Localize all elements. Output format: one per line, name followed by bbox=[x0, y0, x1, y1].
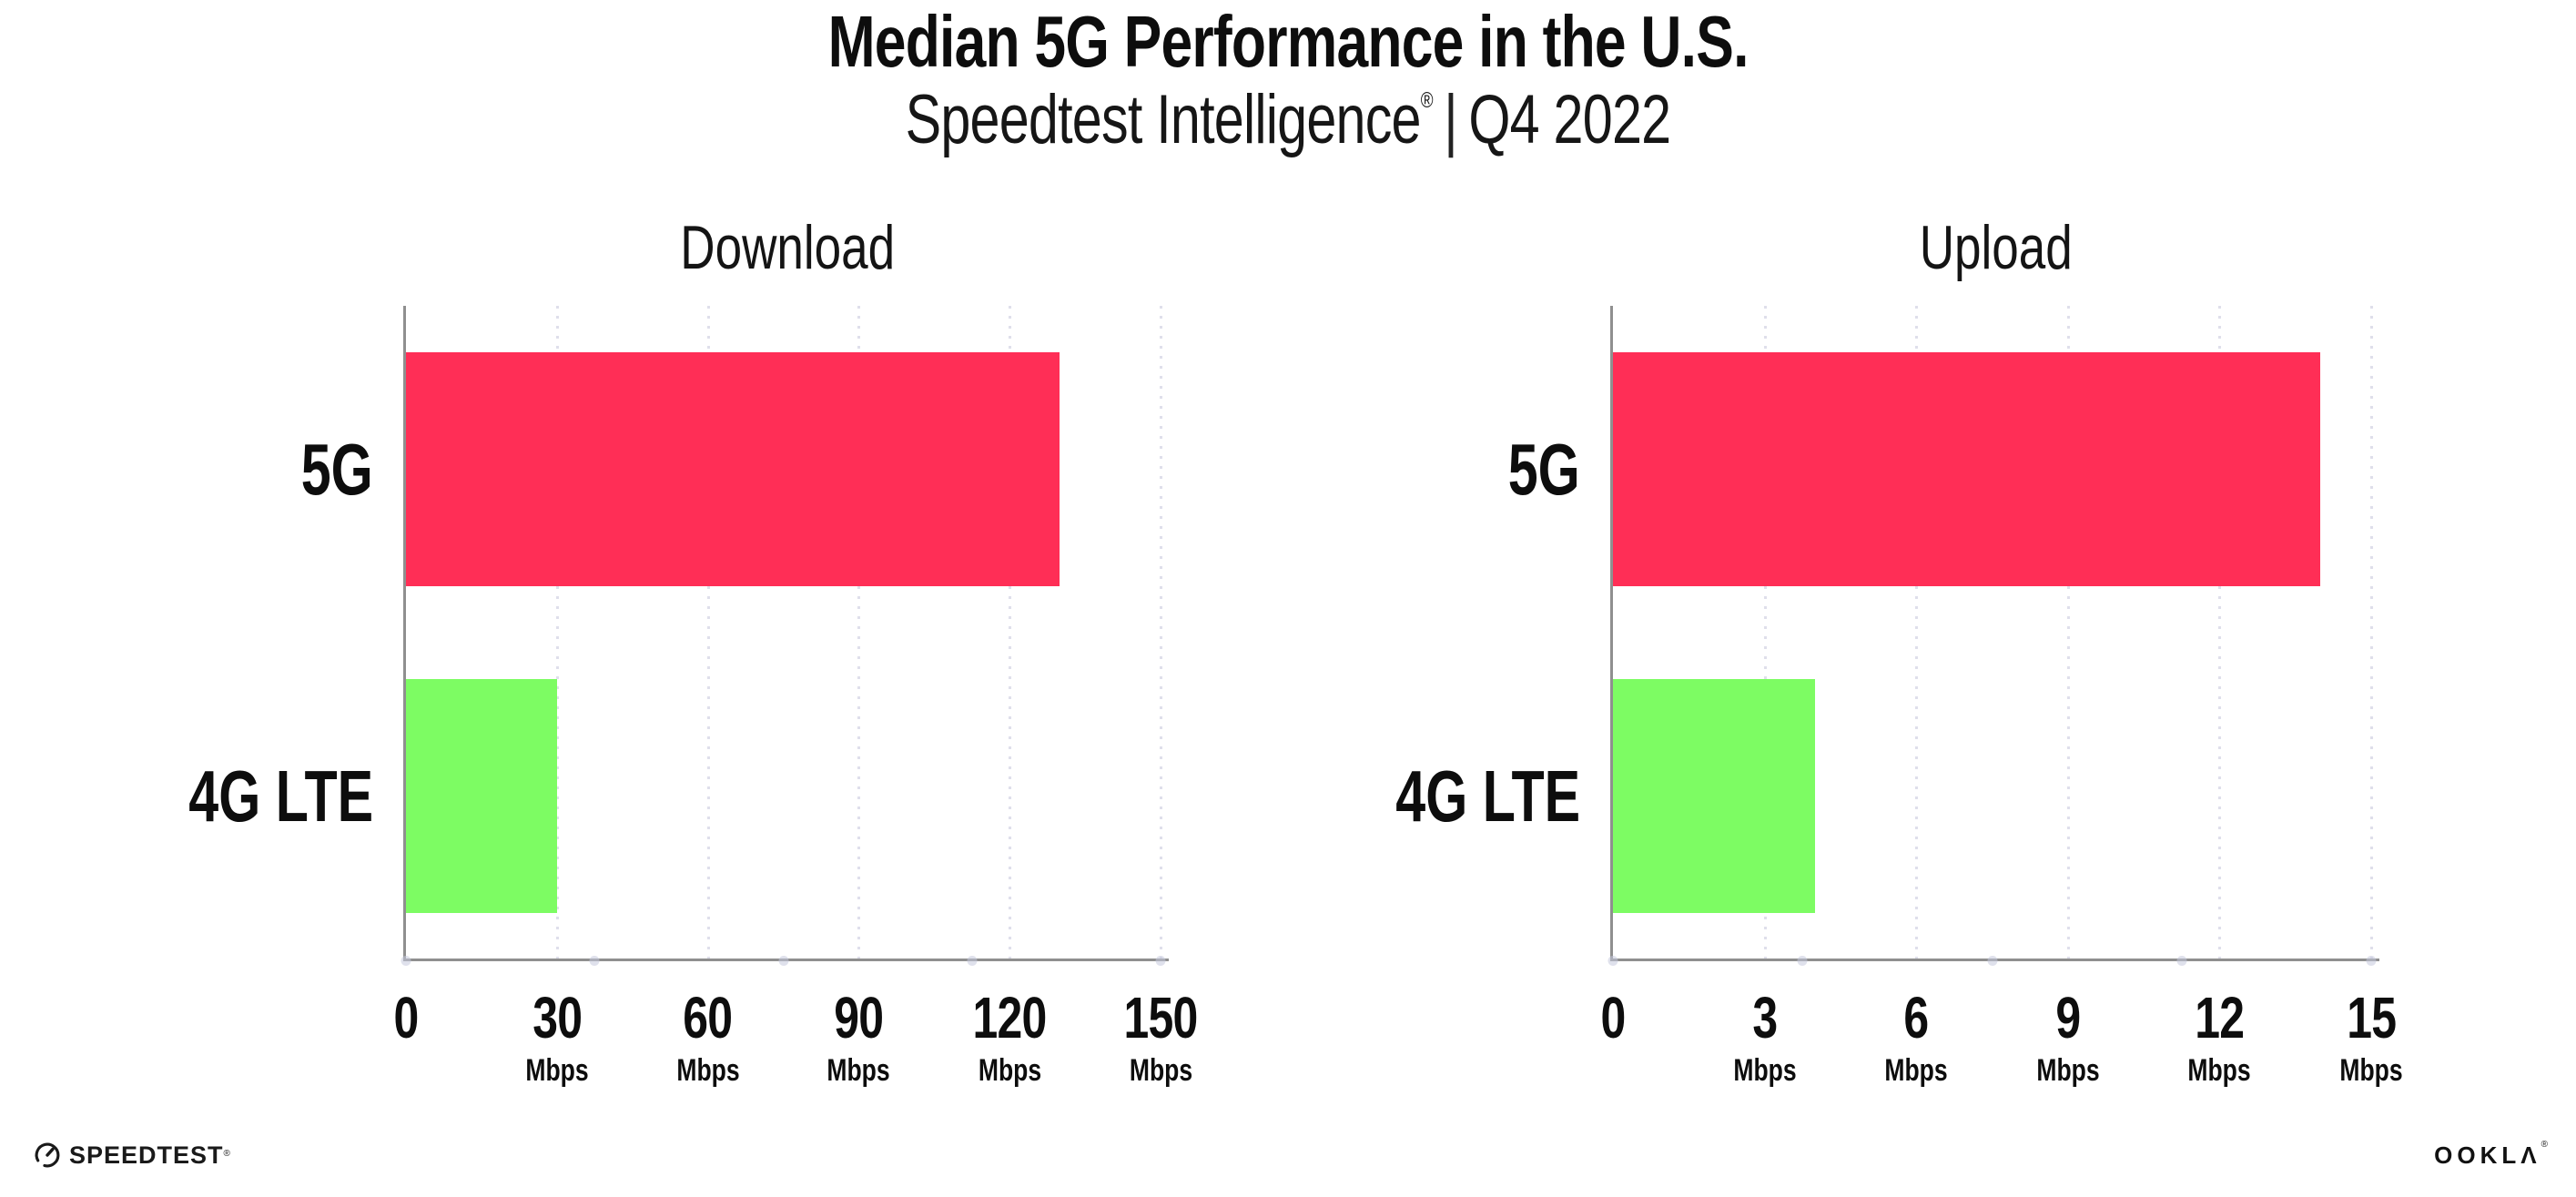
tick-value: 3 bbox=[1752, 985, 1778, 1050]
tick-unit-label: Mbps bbox=[1129, 1053, 1192, 1088]
x-axis-tick-6-upload: 6 Mbps bbox=[1876, 989, 1957, 1086]
gridline-60-download bbox=[706, 306, 710, 959]
tick-value: 90 bbox=[834, 985, 884, 1050]
tick-unit-label: Mbps bbox=[675, 1053, 740, 1088]
x-axis-tick-90-download: 90 Mbps bbox=[818, 989, 899, 1086]
tick-value: 60 bbox=[683, 985, 734, 1050]
gridline-150-download bbox=[1160, 306, 1162, 959]
tick-value: 0 bbox=[1600, 985, 1627, 1050]
ookla-registered-mark: ® bbox=[2541, 1139, 2548, 1150]
axis-dot bbox=[589, 956, 600, 966]
speedtest-wordmark: SPEEDTEST bbox=[69, 1141, 224, 1169]
gridline-120-download bbox=[1009, 306, 1012, 959]
axis-dot bbox=[2366, 956, 2377, 966]
footer: SPEEDTEST ® OOKLΛ® bbox=[34, 1132, 2548, 1178]
category-label-5g: 5G bbox=[1508, 429, 1580, 510]
gridline-15-upload bbox=[2370, 306, 2373, 959]
x-axis-tick-120-download: 120 Mbps bbox=[962, 989, 1057, 1086]
download-chart-title: Download bbox=[680, 213, 895, 282]
axis-dot bbox=[2176, 956, 2187, 966]
5g-download-bar bbox=[406, 352, 1060, 586]
tick-value: 6 bbox=[1903, 985, 1930, 1050]
x-axis-tick-0-upload: 0 bbox=[1597, 989, 1629, 1047]
tick-unit-label: Mbps bbox=[2339, 1053, 2403, 1088]
subtitle-period: Q4 2022 bbox=[1468, 81, 1671, 158]
tick-value: 15 bbox=[2347, 985, 2397, 1050]
upload-chart-title: Upload bbox=[1919, 213, 2074, 282]
category-label-5g: 5G bbox=[301, 429, 373, 510]
tick-value: 30 bbox=[532, 985, 583, 1050]
upload-chart-plot-area: Upload 0 3 Mbps 6 Mbps 9 Mbps 12 Mbps 15 Mbps 5G 4G… bbox=[1395, 217, 2403, 1086]
category-label-4g-lte: 4G LTE bbox=[188, 756, 373, 837]
gridline-12-upload bbox=[2218, 306, 2222, 959]
x-axis-tick-30-download: 30 Mbps bbox=[516, 989, 597, 1086]
tick-value: 12 bbox=[2195, 985, 2245, 1050]
speedtest-registered-mark: ® bbox=[223, 1148, 230, 1159]
subtitle-brand: Speedtest Intelligence bbox=[905, 81, 1422, 158]
axis-dot bbox=[401, 956, 411, 966]
category-label-4g-lte: 4G LTE bbox=[1395, 756, 1580, 837]
gridline-9-upload bbox=[2066, 306, 2070, 959]
page-title: Median 5G Performance in the U.S. bbox=[0, 4, 2576, 80]
x-axis-tick-3-upload: 3 Mbps bbox=[1724, 989, 1805, 1086]
upload-chart-scale: 0 3 Mbps 6 Mbps 9 Mbps 12 Mbps 15 Mbps bbox=[1601, 306, 2403, 1086]
registered-trademark-icon: ® bbox=[1420, 88, 1434, 113]
tick-value: 150 bbox=[1123, 985, 1199, 1050]
tick-unit-label: Mbps bbox=[2187, 1053, 2252, 1088]
x-axis-tick-9-upload: 9 Mbps bbox=[2027, 989, 2108, 1086]
x-axis-tick-0-download: 0 bbox=[390, 989, 422, 1047]
x-axis-tick-60-download: 60 Mbps bbox=[667, 989, 748, 1086]
page-subtitle-text: Speedtest Intelligence® | Q4 2022 bbox=[905, 81, 1672, 158]
axis-dot bbox=[1797, 956, 1808, 966]
axis-dot bbox=[1607, 956, 1618, 966]
axis-dot bbox=[1155, 956, 1166, 966]
tick-value: 0 bbox=[393, 985, 420, 1050]
x-axis-tick-15-upload: 15 Mbps bbox=[2331, 989, 2412, 1086]
ookla-wordmark: OOKLΛ bbox=[2434, 1141, 2541, 1169]
tick-unit-label: Mbps bbox=[1884, 1053, 1948, 1088]
axis-dot bbox=[778, 956, 788, 966]
speedtest-logo: SPEEDTEST ® bbox=[34, 1141, 230, 1170]
subtitle-separator: | bbox=[1444, 81, 1457, 158]
gridline-30-download bbox=[555, 306, 559, 959]
ookla-logo: OOKLΛ® bbox=[2434, 1139, 2548, 1170]
tick-unit-label: Mbps bbox=[1732, 1053, 1797, 1088]
5g-upload-bar bbox=[1613, 352, 2321, 586]
download-chart-scale: 0 30 Mbps 60 Mbps 90 Mbps 120 Mbps 150 Mbps bbox=[394, 306, 1198, 1086]
axis-dot bbox=[1987, 956, 1997, 966]
axis-dot bbox=[967, 956, 978, 966]
gridline-6-upload bbox=[1915, 306, 1919, 959]
4g-lte-download-bar bbox=[406, 679, 557, 913]
tick-unit-label: Mbps bbox=[827, 1053, 891, 1088]
4g-lte-upload-bar bbox=[1613, 679, 1816, 913]
tick-value: 9 bbox=[2055, 985, 2081, 1050]
gridline-90-download bbox=[857, 306, 861, 959]
page-subtitle: Speedtest Intelligence® | Q4 2022 bbox=[0, 84, 2576, 157]
x-axis-tick-12-upload: 12 Mbps bbox=[2179, 989, 2260, 1086]
gridline-3-upload bbox=[1763, 306, 1767, 959]
tick-unit-label: Mbps bbox=[2036, 1053, 2100, 1088]
tick-unit-label: Mbps bbox=[978, 1053, 1041, 1088]
speedtest-gauge-icon bbox=[35, 1142, 60, 1168]
tick-value: 120 bbox=[972, 985, 1048, 1050]
page-title-text: Median 5G Performance in the U.S. bbox=[827, 1, 1749, 82]
download-chart-plot-area: Download 0 30 Mbps 60 Mbps 90 Mbps 120 Mbps 150 Mb… bbox=[188, 217, 1198, 1086]
x-axis-tick-150-download: 150 Mbps bbox=[1113, 989, 1208, 1086]
tick-unit-label: Mbps bbox=[525, 1053, 589, 1088]
